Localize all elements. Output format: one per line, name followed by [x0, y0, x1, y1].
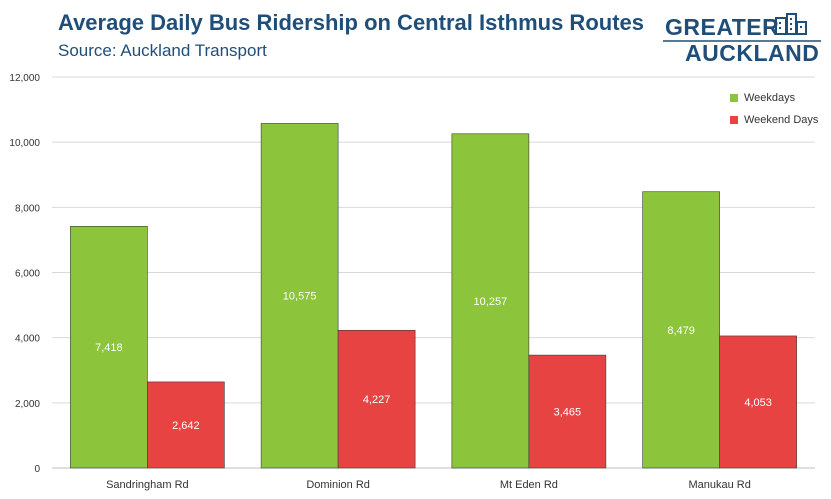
legend-swatch-weekdays: [730, 94, 738, 102]
legend-swatch-weekend: [730, 116, 738, 124]
bar-weekend: [337, 329, 416, 469]
bar-weekend: [528, 354, 607, 469]
x-tick-label: Manukau Rd: [688, 479, 750, 491]
y-tick-label: 4,000: [15, 334, 40, 345]
chart-title: Average Daily Bus Ridership on Central I…: [58, 10, 644, 35]
bar-weekdays: [451, 133, 530, 469]
data-label: 2,642: [172, 420, 200, 432]
bar-weekend: [147, 381, 225, 469]
data-label: 8,479: [667, 325, 695, 337]
y-tick-label: 2,000: [15, 399, 40, 410]
bar-weekdays: [70, 225, 148, 469]
data-label: 4,227: [363, 394, 391, 406]
x-tick-label: Sandringham Rd: [106, 479, 189, 491]
logo-line2: AUCKLAND: [685, 40, 820, 66]
data-label: 3,465: [554, 407, 582, 419]
legend-label-weekdays: Weekdays: [744, 92, 796, 104]
greater-auckland-logo: GREATER AUCKLAND: [663, 12, 821, 66]
y-tick-label: 10,000: [9, 138, 40, 149]
data-label: 7,418: [95, 342, 123, 354]
bar-weekend: [719, 335, 797, 469]
logo-line1: GREATER: [665, 14, 780, 40]
legend: Weekdays Weekend Days: [730, 87, 818, 131]
x-tick-label: Dominion Rd: [306, 479, 370, 491]
skyline-icon: [663, 13, 821, 42]
legend-item-weekdays: Weekdays: [730, 87, 818, 109]
bar-weekdays: [642, 191, 720, 469]
y-tick-label: 6,000: [15, 269, 40, 280]
bar-weekdays: [260, 123, 339, 469]
y-tick-label: 0: [34, 464, 40, 475]
y-tick-label: 12,000: [9, 73, 40, 84]
data-label: 10,575: [283, 291, 317, 303]
y-tick-label: 8,000: [15, 203, 40, 214]
x-tick-label: Mt Eden Rd: [500, 479, 558, 491]
data-label: 4,053: [744, 397, 772, 409]
data-label: 10,257: [474, 296, 508, 308]
legend-label-weekend: Weekend Days: [744, 114, 819, 126]
legend-item-weekend: Weekend Days: [730, 109, 818, 131]
chart-subtitle: Source: Auckland Transport: [58, 41, 267, 60]
